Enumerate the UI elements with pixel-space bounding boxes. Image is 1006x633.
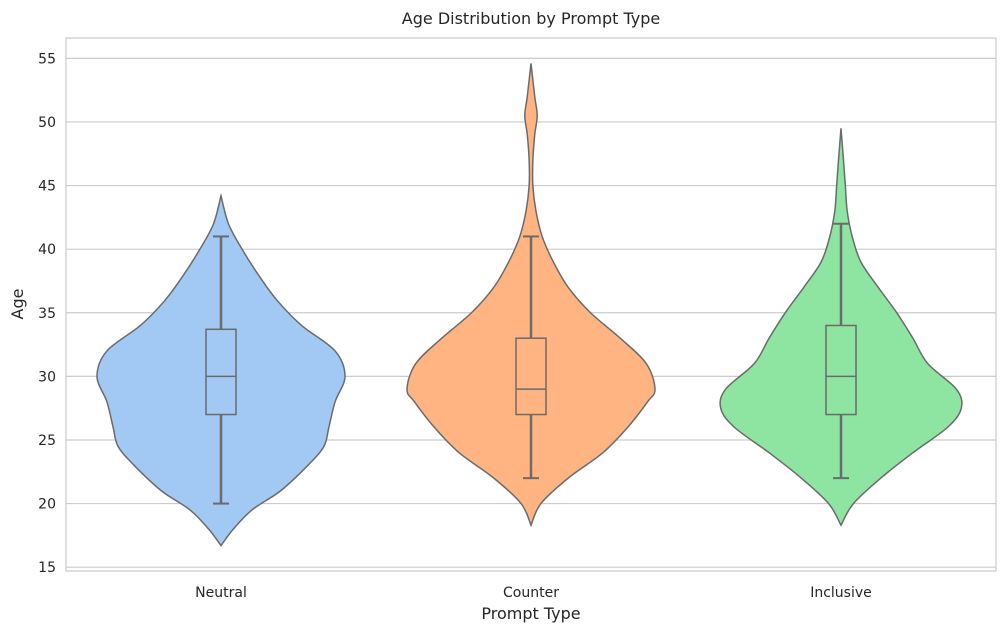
violins xyxy=(96,63,963,547)
interquartile-box xyxy=(515,337,547,416)
box-plot-counter xyxy=(515,235,547,480)
plot-area-frame xyxy=(65,37,997,572)
y-tick-label: 30 xyxy=(38,369,56,385)
y-axis-label: Age xyxy=(8,289,27,320)
y-tick-label: 55 xyxy=(38,51,56,67)
x-axis-label: Prompt Type xyxy=(481,604,580,623)
y-tick-label: 15 xyxy=(38,560,56,576)
y-tick-label: 20 xyxy=(38,497,56,513)
y-tick-label: 45 xyxy=(38,179,56,195)
box-plot-inclusive xyxy=(825,222,857,480)
y-tick-label: 35 xyxy=(38,306,56,322)
x-axis-ticks: Neutral Counter Inclusive xyxy=(195,585,872,601)
chart-title: Age Distribution by Prompt Type xyxy=(402,9,660,28)
box-plot-neutral xyxy=(205,235,237,505)
y-tick-label: 40 xyxy=(38,242,56,258)
y-axis-ticks: 15 20 25 30 35 40 45 50 55 xyxy=(38,51,56,576)
y-tick-label: 25 xyxy=(38,433,56,449)
box-plots xyxy=(205,222,857,505)
interquartile-box xyxy=(205,328,237,416)
x-tick-label: Counter xyxy=(503,585,559,601)
x-tick-label: Inclusive xyxy=(810,585,872,601)
y-tick-label: 50 xyxy=(38,115,56,131)
interquartile-box xyxy=(825,324,857,416)
x-tick-label: Neutral xyxy=(195,585,247,601)
